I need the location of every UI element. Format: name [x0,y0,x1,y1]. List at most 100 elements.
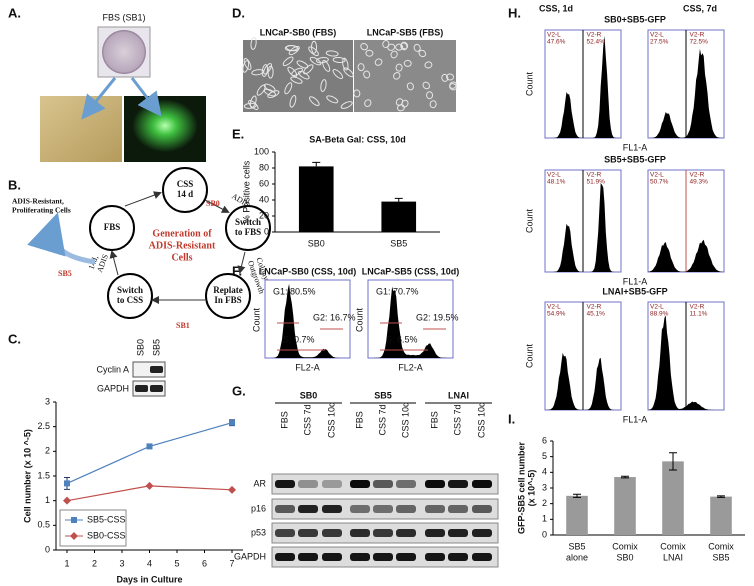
x-axis-label: Days in Culture [116,574,182,584]
axis-label: FL2-A [398,362,423,372]
cell [256,84,266,96]
error-bar [312,161,321,167]
y-tick-label: 100 [254,146,269,156]
cell [395,63,403,72]
group-label: SB5 [374,390,392,400]
y-tick-label: 0.5 [37,520,50,530]
gate-value: 47.6% [547,39,566,46]
cycle-node [89,205,135,251]
band [322,553,342,561]
plot-title: LNCaP-SB5 (CSS, 10d) [362,266,460,276]
gate-value: 52.4% [587,39,606,46]
cell [326,95,339,104]
band [425,529,445,537]
lane-label: CSS 7d [302,404,312,435]
panel-label: D. [232,5,245,20]
band [322,529,342,537]
arrow [81,77,117,120]
y-tick-label: 4 [542,467,547,477]
row-label: GAPDH [234,551,266,561]
gate-name: V2-L [650,304,664,311]
y-tick-label: 2.5 [37,421,50,431]
marker [64,480,70,487]
plot-title: SB0+SB5-GFP [604,14,666,24]
band [350,553,370,561]
band [298,480,318,488]
center-label: Generation of [152,228,212,239]
histogram [648,239,724,272]
error-bar [717,495,725,498]
cell [243,102,257,109]
edge-label: ADIS [95,253,110,274]
lane-label: FBS [279,411,289,429]
gate-name: V2-L [650,172,664,179]
cell [403,59,412,67]
cell [284,82,293,95]
lane-label: CSS 7d [377,404,387,435]
band [472,553,492,561]
error-bar [394,197,403,202]
cell [424,61,433,69]
cell [263,63,273,75]
x-tick-label: SB0 [616,552,633,562]
group-label: LNAI [448,390,469,400]
plot-title: LNAI+SB5-GFP [602,286,667,296]
blot [132,380,166,397]
marker [145,481,154,490]
node-label: FBS [104,222,121,232]
cell [446,73,455,81]
histogram [265,283,350,358]
cell [353,89,361,98]
cell [289,95,297,108]
row-label: Cyclin A [96,364,129,374]
center-label: Cells [171,252,192,263]
panel-label: E. [232,126,244,141]
gate-name: V2-R [690,32,705,39]
marker [228,485,236,494]
band [448,480,468,488]
band [448,505,468,513]
cell [390,50,398,59]
cell [395,98,404,106]
cell [308,46,319,57]
cell [374,58,383,66]
node-label: Switch [235,217,261,227]
x-tick-label: SB5 [712,552,729,562]
axis-label: FL2-A [295,362,320,372]
lane-label: FBS [429,411,439,429]
lane-label: SB5 [151,339,161,356]
x-tick-label: 7 [229,558,234,568]
gate-name: V2-L [547,172,561,179]
cycle-arrow [109,250,119,276]
photo-label: LNCaP-SB0 (FBS) [260,27,337,37]
band [472,480,492,488]
cell [325,50,339,57]
node-label: CSS [177,179,194,189]
cell [332,69,344,79]
band [448,553,468,561]
y-axis-label: Cell number (x 10 ^-5) [22,429,32,523]
y-axis-label: (x 10^-5) [526,470,536,507]
axis-label: Count [354,308,364,333]
gate-name: V2-L [547,304,561,311]
band [396,505,416,513]
x-tick-label: Comix [612,541,638,551]
cycle-node [162,167,208,213]
bar [614,477,636,535]
gate-value: 27.5% [650,39,669,46]
panel-label: H. [508,5,521,20]
cell [365,49,374,57]
feedback-arrow [27,212,96,265]
band [350,480,370,488]
arrow [130,77,162,117]
band [322,480,342,488]
x-tick-label: Comix [660,541,686,551]
cell [364,99,372,108]
gfp-photo [124,96,206,162]
cell [395,43,404,51]
panel-label: A. [8,5,21,20]
gate-value: 51.9% [587,179,606,186]
gate-label: S: 6.5% [386,334,418,344]
cycle-arrow [124,191,162,207]
